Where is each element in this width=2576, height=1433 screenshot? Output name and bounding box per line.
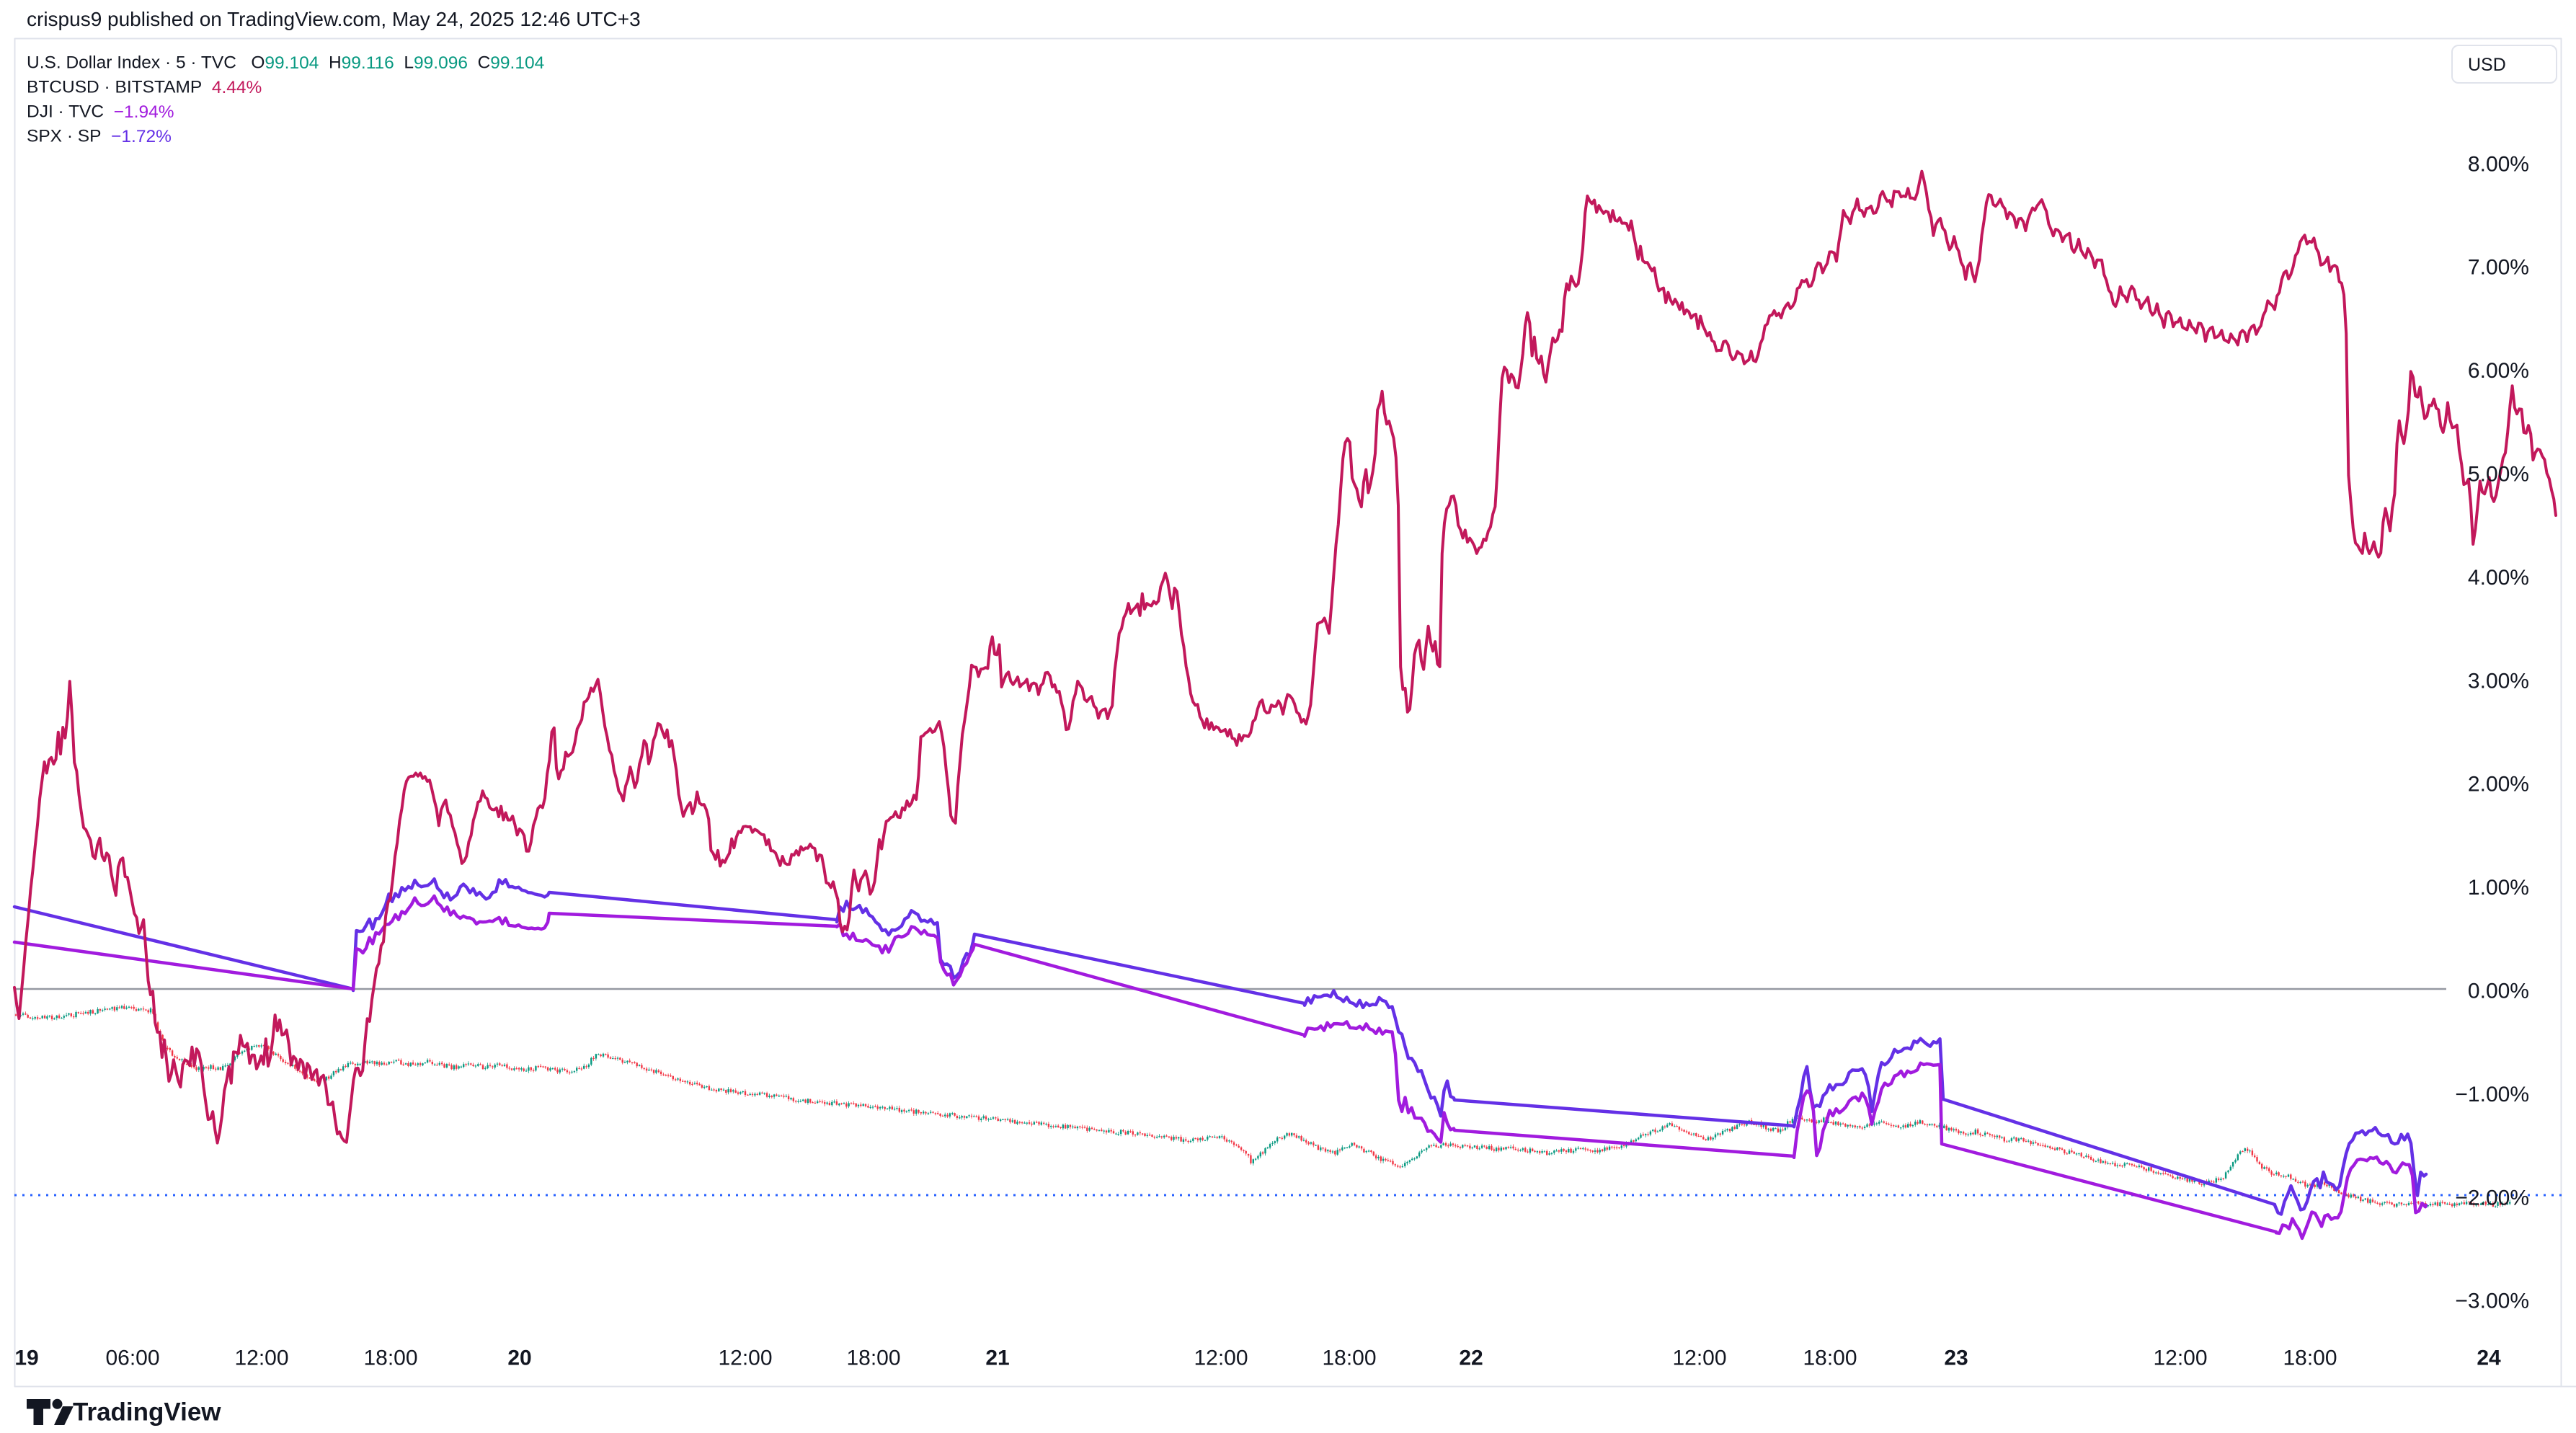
svg-text:18:00: 18:00 <box>1803 1347 1857 1370</box>
svg-text:1.00%: 1.00% <box>2468 876 2529 900</box>
svg-text:DJI · TVC −1.94%: DJI · TVC −1.94% <box>27 102 174 122</box>
svg-text:06:00: 06:00 <box>105 1347 159 1370</box>
svg-text:7.00%: 7.00% <box>2468 256 2529 280</box>
svg-text:18:00: 18:00 <box>363 1347 417 1370</box>
svg-text:18:00: 18:00 <box>2283 1347 2337 1370</box>
svg-text:−1.00%: −1.00% <box>2455 1083 2529 1106</box>
svg-text:12:00: 12:00 <box>718 1347 772 1370</box>
svg-text:8.00%: 8.00% <box>2468 152 2529 176</box>
svg-text:−3.00%: −3.00% <box>2455 1290 2529 1313</box>
svg-text:SPX · SP −1.72%: SPX · SP −1.72% <box>27 127 172 146</box>
svg-text:12:00: 12:00 <box>234 1347 288 1370</box>
svg-text:BTCUSD · BITSTAMP 4.44%: BTCUSD · BITSTAMP 4.44% <box>27 78 262 97</box>
svg-text:18:00: 18:00 <box>1322 1347 1376 1370</box>
svg-text:12:00: 12:00 <box>1194 1347 1248 1370</box>
svg-text:USD: USD <box>2468 55 2506 75</box>
svg-text:3.00%: 3.00% <box>2468 669 2529 693</box>
svg-text:−2.00%: −2.00% <box>2455 1186 2529 1210</box>
svg-text:2.00%: 2.00% <box>2468 773 2529 797</box>
svg-text:6.00%: 6.00% <box>2468 359 2529 383</box>
svg-text:22: 22 <box>1459 1347 1483 1370</box>
svg-text:4.00%: 4.00% <box>2468 566 2529 590</box>
svg-text:24: 24 <box>2477 1347 2501 1370</box>
svg-text:crispus9 published on TradingV: crispus9 published on TradingView.com, M… <box>27 8 641 30</box>
svg-text:19: 19 <box>14 1347 38 1370</box>
svg-text:20: 20 <box>507 1347 531 1370</box>
svg-text:0.00%: 0.00% <box>2468 980 2529 1003</box>
svg-text:U.S. Dollar Index · 5 · TVC: U.S. Dollar Index · 5 · TVC O99.104 H99.… <box>27 53 544 73</box>
svg-text:12:00: 12:00 <box>2153 1347 2207 1370</box>
svg-text:5.00%: 5.00% <box>2468 463 2529 487</box>
svg-text:TradingView: TradingView <box>73 1398 221 1427</box>
svg-text:18:00: 18:00 <box>846 1347 900 1370</box>
svg-text:21: 21 <box>985 1347 1009 1370</box>
svg-text:23: 23 <box>1944 1347 1968 1370</box>
svg-text:12:00: 12:00 <box>1672 1347 1726 1370</box>
